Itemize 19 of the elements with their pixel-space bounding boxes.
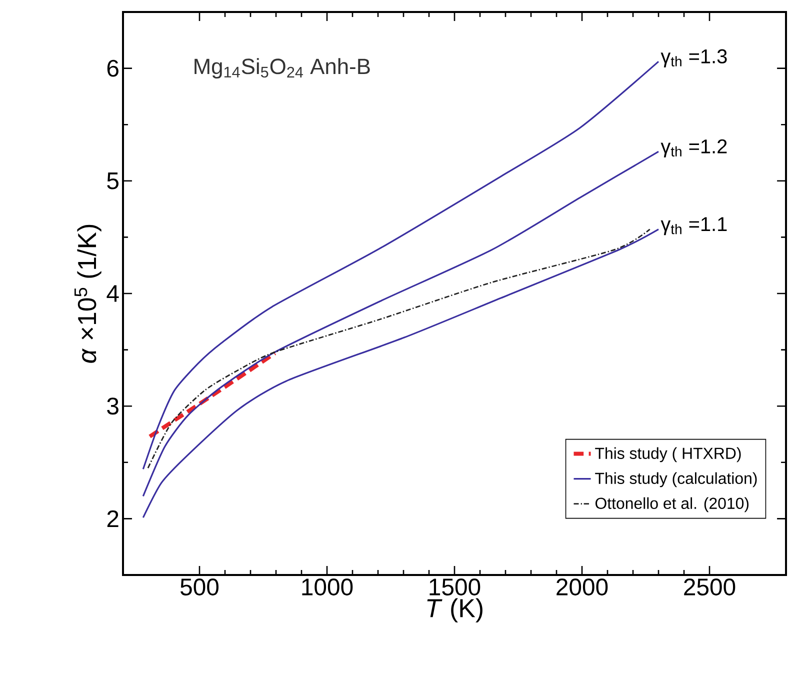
y-tick-label: 5	[107, 172, 118, 190]
legend-label: Ottonello et al. (2010)	[595, 497, 748, 512]
y-tick-label: 2	[107, 510, 118, 528]
x-tick-label: 2000	[556, 578, 608, 596]
x-tick-label: 500	[180, 578, 219, 596]
y-axis-title: α ×10$^{5}$ (1/K)	[74, 224, 102, 363]
text: Mg$_{14}$Si$_{5}$O$_{24}$ Anh-B	[194, 58, 370, 79]
y-tick-label: 6	[107, 60, 118, 77]
y-tick-label: 4	[106, 285, 119, 302]
x-axis-title: T (K)	[427, 598, 482, 622]
x-tick-label: 1500	[430, 578, 480, 596]
annotation: γ$_{th}$ =1.1	[660, 217, 727, 236]
annotation: γ$_{th}$ =1.3	[660, 49, 727, 68]
x-tick-label: 1000	[302, 578, 353, 596]
legend-label: This study ( HTXRD)	[595, 447, 741, 462]
legend-label: This study (calculation)	[595, 472, 757, 488]
annotation: γ$_{th}$ =1.2	[660, 139, 727, 158]
y-tick-label: 3	[107, 398, 118, 415]
x-tick-label: 2500	[684, 578, 736, 596]
